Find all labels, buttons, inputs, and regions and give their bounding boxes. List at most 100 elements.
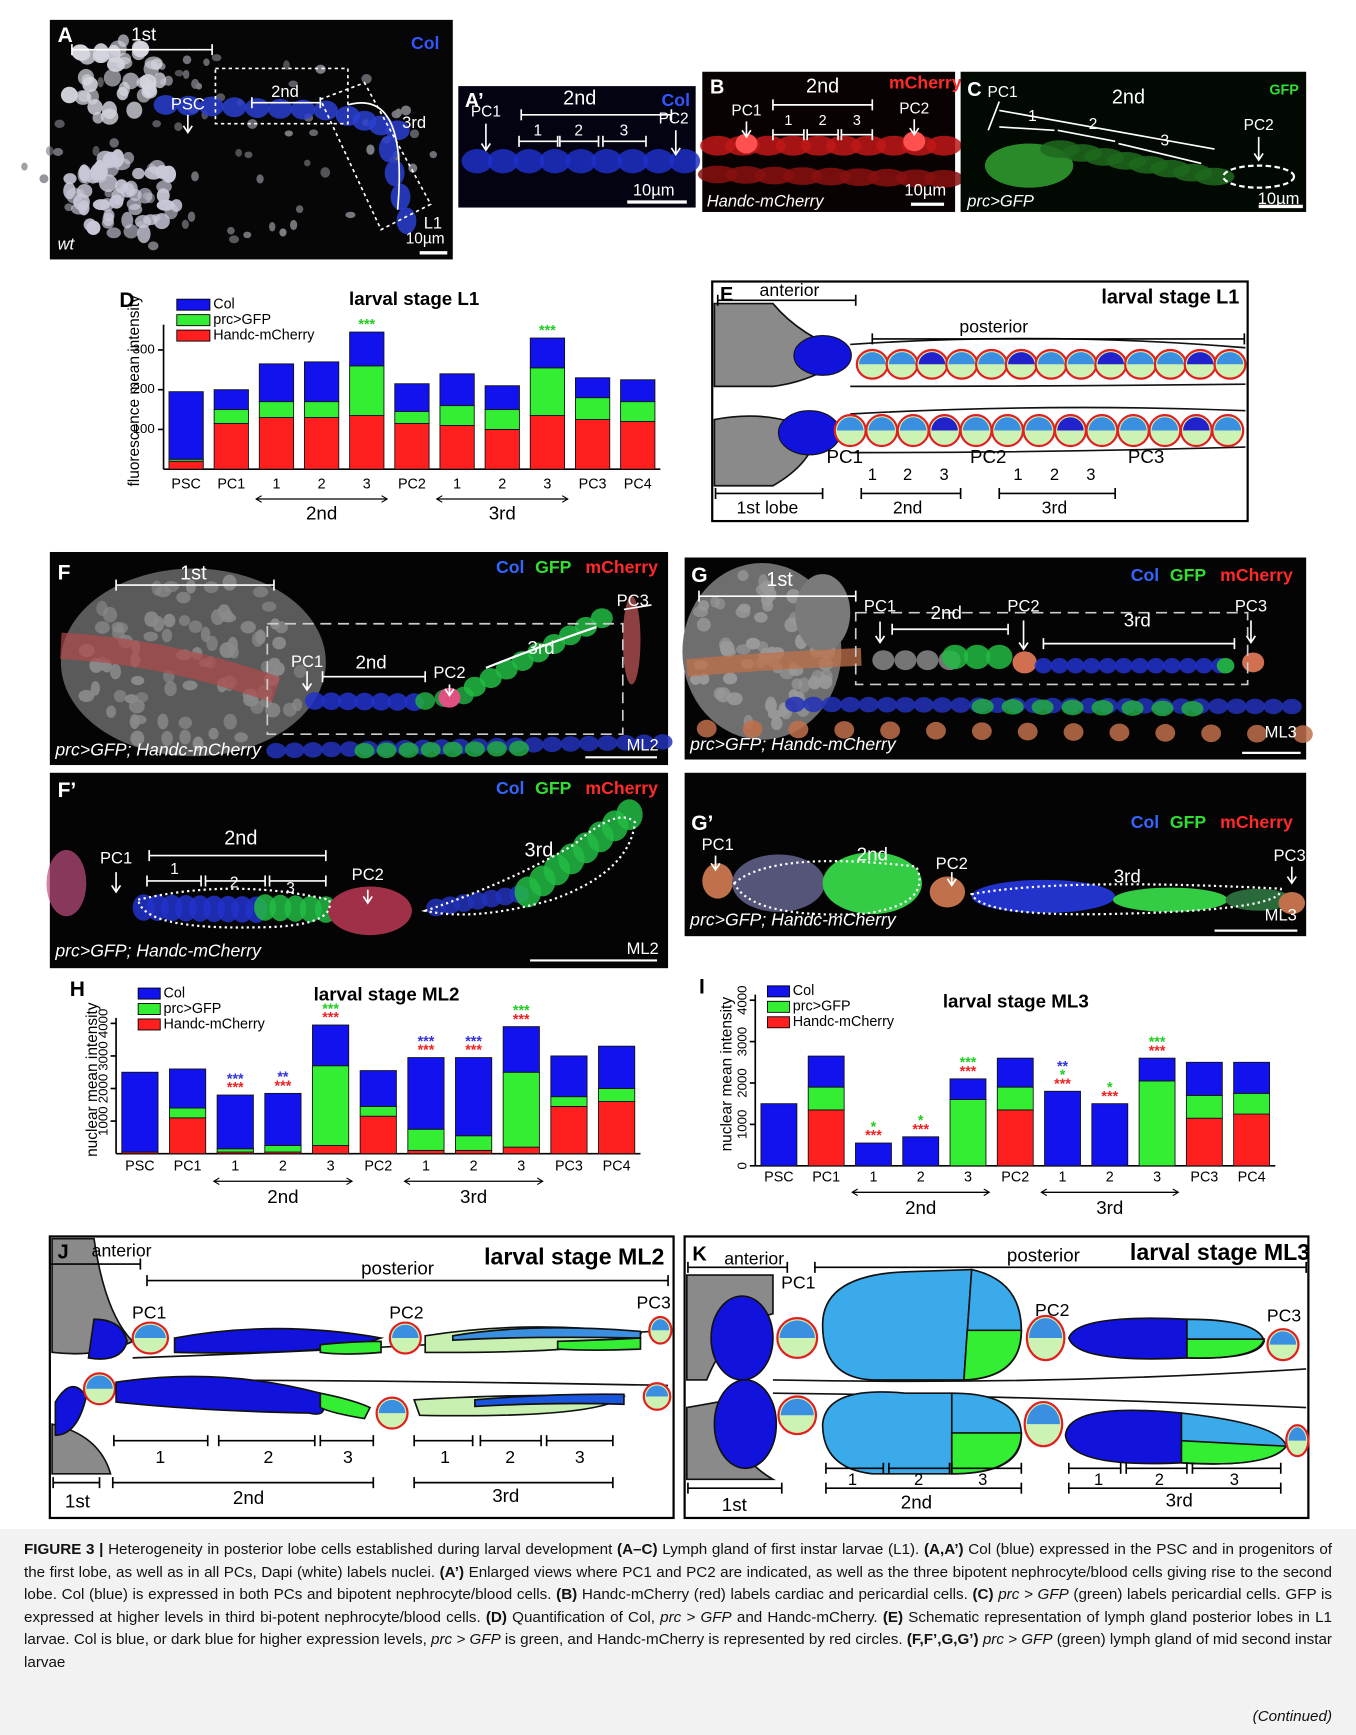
col-cap [645,1385,669,1397]
cell [697,165,738,184]
cell [876,135,912,156]
cell [82,76,98,93]
label: 3rd [528,637,555,658]
x-tick-label: PC4 [603,1159,631,1175]
col-cap [134,1324,166,1339]
cell [303,742,323,758]
significance: *** [418,1043,435,1059]
cell [176,95,201,116]
label: wt [58,234,76,253]
bar-segment [598,1088,636,1102]
cell [80,165,92,185]
col-cap [1008,352,1035,365]
lobe-cell [319,1392,372,1420]
bar-segment [213,423,249,470]
bar-segment [455,1057,493,1137]
cell [1247,724,1267,743]
cell [103,69,122,87]
arrow-head [1018,642,1029,651]
legend-swatch [137,1003,161,1015]
label: 2nd [893,498,922,518]
label: anterior [760,280,820,300]
cell [188,620,203,633]
bar-segment [807,1055,845,1088]
col-cap [1088,417,1116,431]
label: 1 [1094,1470,1103,1489]
cell [97,77,104,88]
arrow-head [1286,876,1297,885]
dotted-outline [136,887,331,929]
caption-text: prc > GFP [982,1631,1053,1649]
caption-text: (A,A’) [923,1541,964,1558]
cell [1034,657,1053,674]
cell [126,101,143,119]
cell [963,644,991,670]
label: mCherry [585,557,658,577]
label: PC1 [132,1302,166,1322]
cell [1226,698,1247,715]
significance: *** [1054,1076,1071,1092]
cell [174,69,184,77]
x-tick-label: PC4 [1238,1170,1266,1186]
cell [354,742,375,759]
cell [429,151,437,159]
cell [1112,887,1228,912]
cell [737,570,749,581]
bar-segment [439,405,475,426]
label: anterior [724,1248,784,1268]
bar-segment [213,409,249,424]
label: PC3 [1267,1306,1302,1326]
x-tick-label: 1 [869,1170,877,1186]
cell [669,149,701,174]
caption-text: Schematic representation of lymph gland … [24,1608,1332,1649]
bar-segment [394,411,430,424]
label: 3rd [492,1485,519,1506]
significance: *** [275,1079,292,1095]
x-tick-label: 2 [917,1170,925,1186]
cell [895,169,936,188]
cell [1242,652,1265,673]
chart-title: larval stage ML2 [314,984,460,1005]
cell [153,94,178,115]
bar-segment [407,1057,445,1130]
bar-segment [439,373,475,407]
cell [283,60,290,71]
bar-segment [502,1071,540,1148]
group-label: 3rd [460,1186,487,1207]
bar-segment [620,379,656,403]
cell [157,713,169,730]
label: 1st lobe [736,498,798,518]
cell [726,166,766,184]
arrow-head [874,635,886,645]
bar-segment [760,1103,798,1167]
col-cap [1216,352,1244,365]
cell [735,605,751,619]
cell [971,722,992,741]
significance: *** [513,1012,530,1028]
label: 2 [1050,465,1059,484]
label: 2nd [563,88,596,110]
cell [272,662,285,676]
bar-segment [455,1135,493,1151]
bar-segment [216,1148,254,1153]
label: 3rd [525,839,554,861]
cell [821,696,842,713]
arrow-head [1253,152,1264,162]
cell [371,692,391,711]
cell [634,734,655,751]
cell [161,628,173,643]
bar-segment [529,367,566,416]
caption-text: is green, and Handc-mCherry is represent… [500,1631,907,1649]
x-tick-label: PC1 [217,476,245,492]
label: 2nd [224,827,257,849]
label: PC2 [1244,117,1274,134]
x-tick-label: PSC [125,1159,155,1175]
cell [164,75,173,86]
cell [132,167,145,180]
label: PC3 [617,591,649,610]
legend-label: Handc-mCherry [793,1014,895,1030]
label: 1st [65,1490,91,1511]
bracket [999,109,1215,150]
cell [137,224,151,244]
